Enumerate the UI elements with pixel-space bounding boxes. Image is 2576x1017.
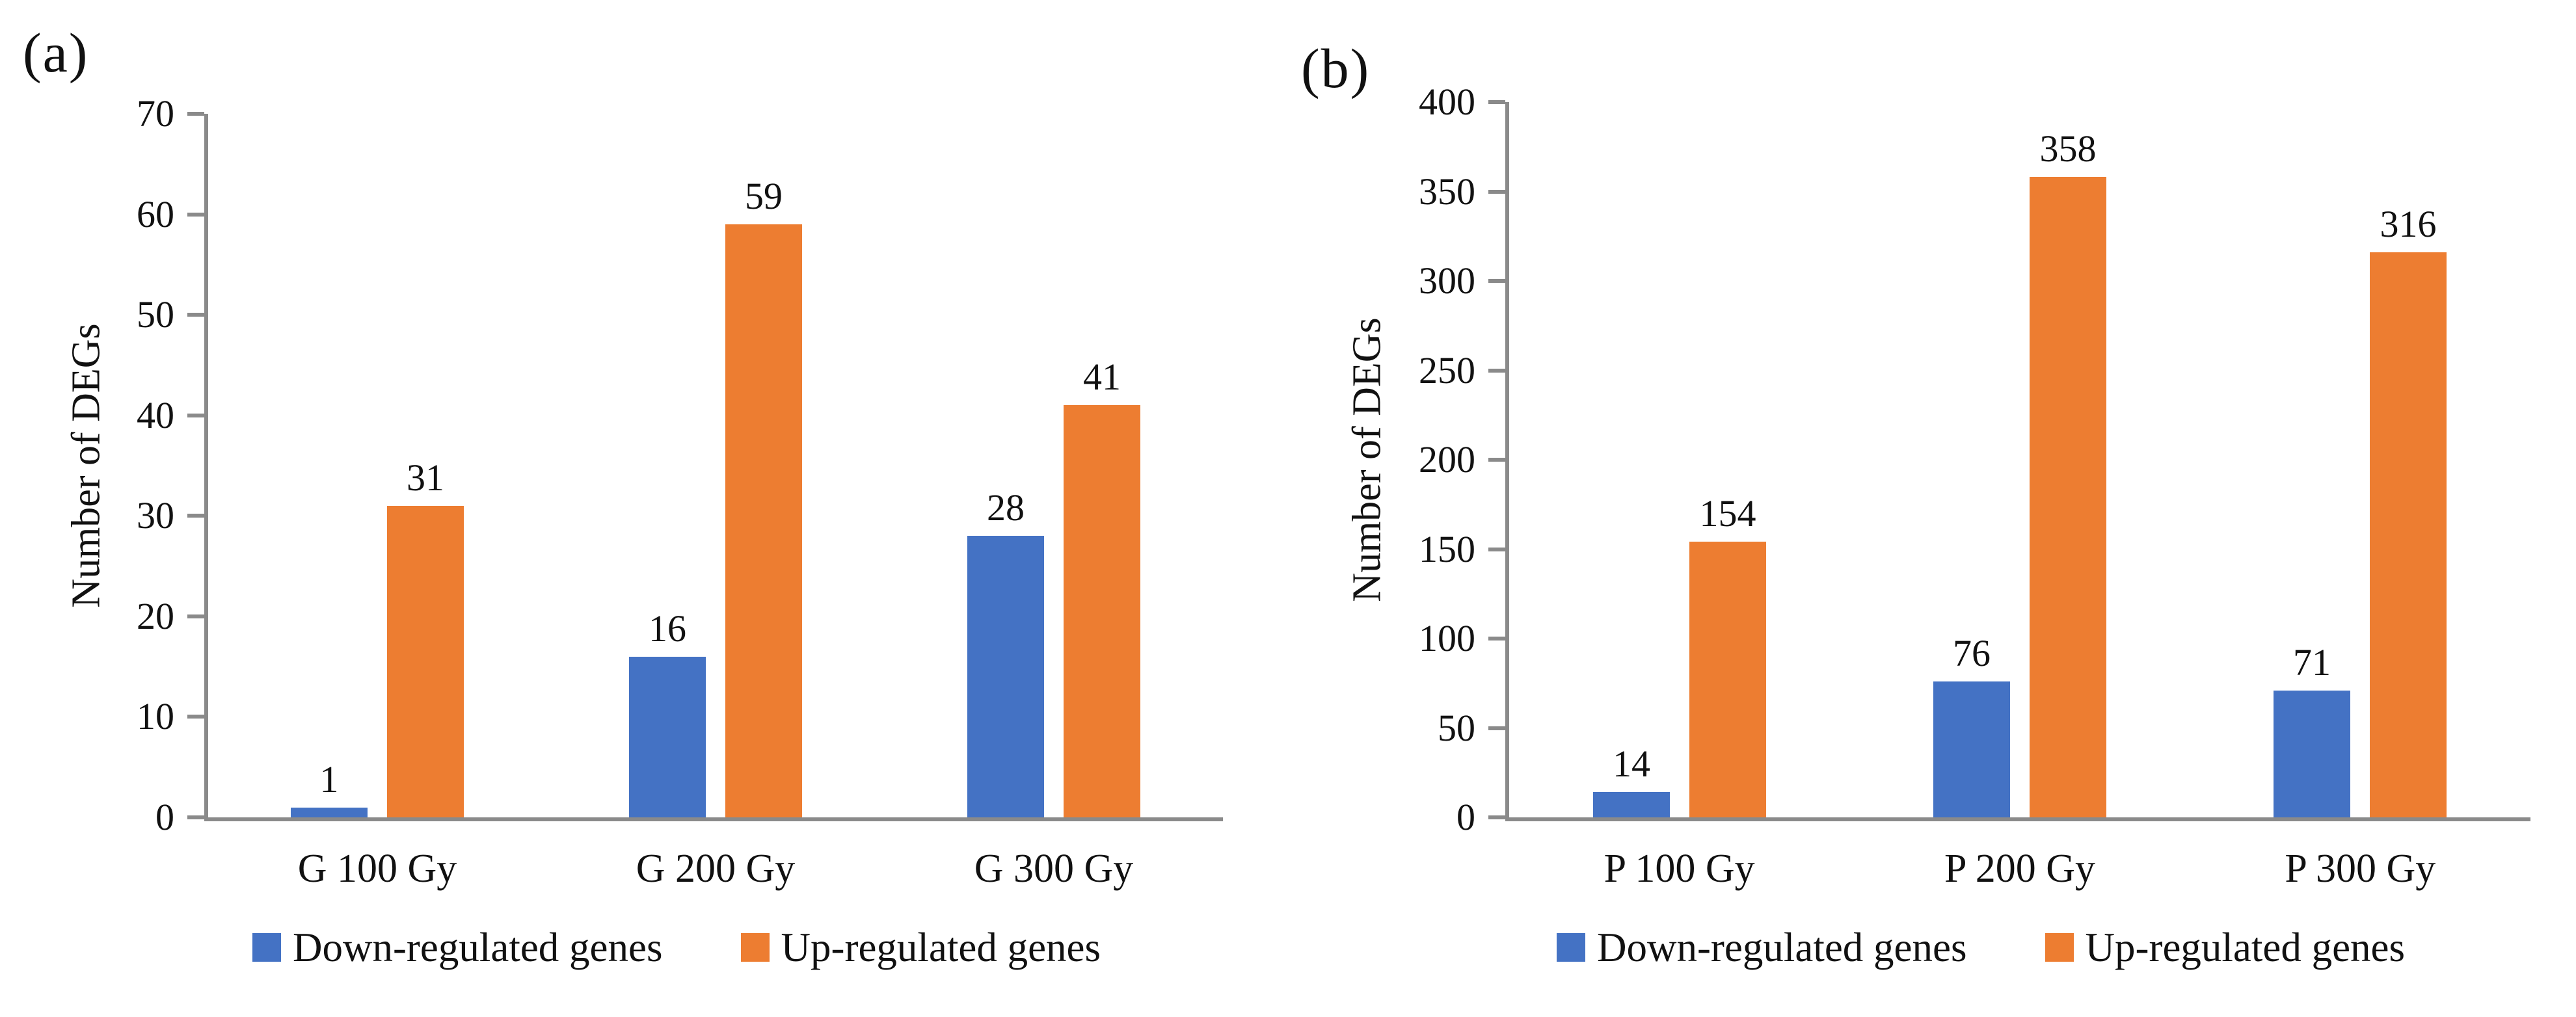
y-tick-label: 50 xyxy=(1438,706,1475,749)
y-tick-mark xyxy=(187,715,204,719)
legend-label: Down-regulated genes xyxy=(1596,924,1967,970)
x-axis-line xyxy=(1505,817,2530,821)
bar-value-label: 41 xyxy=(1083,356,1121,398)
bar-down xyxy=(629,657,706,817)
y-tick-label: 250 xyxy=(1419,349,1475,391)
legend-item-down: Down-regulated genes xyxy=(1556,924,1967,970)
y-tick-label: 350 xyxy=(1419,170,1475,213)
bar-down xyxy=(1933,681,2010,817)
legend-label: Up-regulated genes xyxy=(2085,924,2406,970)
y-tick-label: 30 xyxy=(137,494,174,537)
y-tick-mark xyxy=(1488,547,1505,551)
bar-value-label: 31 xyxy=(407,456,444,499)
panel-b: (b) Number of DEGs 400 350 300 250 200 150 100… xyxy=(1288,0,2576,1017)
bar-value-label: 14 xyxy=(1613,743,1650,785)
y-axis-line xyxy=(204,114,208,817)
y-tick-label: 150 xyxy=(1419,527,1475,570)
y-tick-mark xyxy=(1488,637,1505,641)
bar-value-label: 1 xyxy=(319,758,339,800)
y-tick-label: 70 xyxy=(137,92,174,135)
bar-down xyxy=(2274,691,2350,817)
bar-up xyxy=(387,506,464,817)
y-tick-label: 100 xyxy=(1419,617,1475,659)
legend-swatch-icon xyxy=(2045,933,2074,962)
panel-b-letter: (b) xyxy=(1301,37,1371,99)
bar-value-label: 28 xyxy=(987,486,1025,529)
y-tick-mark xyxy=(187,313,204,317)
bar-down xyxy=(1593,792,1670,817)
legend-item-up: Up-regulated genes xyxy=(2045,924,2406,970)
panel-a: (a) Number of DEGs 70 60 50 40 30 20 10 0 1 31 G 1… xyxy=(23,21,1223,977)
y-tick-label: 0 xyxy=(1456,796,1475,838)
y-tick-mark xyxy=(187,212,204,217)
y-tick-label: 10 xyxy=(137,695,174,738)
x-category-label: P 100 Gy xyxy=(1603,847,1755,891)
y-tick-mark xyxy=(1488,726,1505,730)
bar-value-label: 316 xyxy=(2380,203,2437,245)
y-tick-mark xyxy=(1488,815,1505,819)
legend-item-up: Up-regulated genes xyxy=(740,924,1101,970)
legend-swatch-icon xyxy=(740,933,770,962)
y-tick-mark xyxy=(1488,458,1505,462)
y-tick-label: 0 xyxy=(155,796,174,838)
panel-b-bar-chart: 400 350 300 250 200 150 100 50 0 14 154 P 100 Gy 76 3… xyxy=(1288,0,2576,1017)
y-axis-line xyxy=(1505,102,1509,817)
bar-up xyxy=(725,224,802,817)
y-tick-mark xyxy=(1488,279,1505,283)
bar-up xyxy=(1064,405,1140,817)
legend-swatch-icon xyxy=(252,933,281,962)
legend-item-down: Down-regulated genes xyxy=(252,927,663,968)
legend-swatch-icon xyxy=(1556,933,1585,962)
bar-down xyxy=(967,536,1044,817)
y-tick-mark xyxy=(1488,189,1505,194)
y-tick-mark xyxy=(1488,368,1505,373)
y-tick-label: 40 xyxy=(137,393,174,436)
bar-value-label: 71 xyxy=(2293,641,2331,683)
bar-value-label: 76 xyxy=(1953,632,1991,674)
bar-value-label: 16 xyxy=(649,607,686,650)
bar-up xyxy=(1689,542,1766,817)
y-tick-label: 20 xyxy=(137,594,174,637)
y-tick-mark xyxy=(187,815,204,819)
x-category-label: G 300 Gy xyxy=(974,847,1134,891)
y-tick-label: 400 xyxy=(1419,81,1475,123)
bar-value-label: 358 xyxy=(2039,127,2097,170)
y-tick-label: 60 xyxy=(137,192,174,235)
x-category-label: G 100 Gy xyxy=(297,847,457,891)
legend-label: Up-regulated genes xyxy=(781,924,1101,970)
panel-b-legend: Down-regulated genes Up-regulated genes xyxy=(1431,918,2530,977)
x-category-label: P 300 Gy xyxy=(2285,847,2436,891)
bar-value-label: 154 xyxy=(1699,492,1756,535)
y-tick-mark xyxy=(187,614,204,618)
bar-up xyxy=(2030,177,2106,817)
panel-a-bar-chart: 70 60 50 40 30 20 10 0 1 31 G 100 Gy 16 59 G 200 Gy 28… xyxy=(137,92,1223,891)
y-tick-mark xyxy=(187,413,204,417)
bar-value-label: 59 xyxy=(745,175,783,217)
y-tick-mark xyxy=(1488,100,1505,104)
x-axis-line xyxy=(204,817,1223,821)
y-tick-label: 200 xyxy=(1419,438,1475,481)
y-tick-label: 300 xyxy=(1419,259,1475,302)
panel-a-legend: Down-regulated genes Up-regulated genes xyxy=(130,918,1223,977)
x-category-label: P 200 Gy xyxy=(1944,847,2095,891)
panel-a-letter: (a) xyxy=(23,21,89,84)
y-tick-label: 50 xyxy=(137,293,174,336)
y-tick-mark xyxy=(187,112,204,116)
x-category-label: G 200 Gy xyxy=(636,847,796,891)
legend-label: Down-regulated genes xyxy=(292,924,663,970)
bar-down xyxy=(291,808,368,817)
bar-up xyxy=(2370,252,2447,817)
y-tick-mark xyxy=(187,514,204,518)
